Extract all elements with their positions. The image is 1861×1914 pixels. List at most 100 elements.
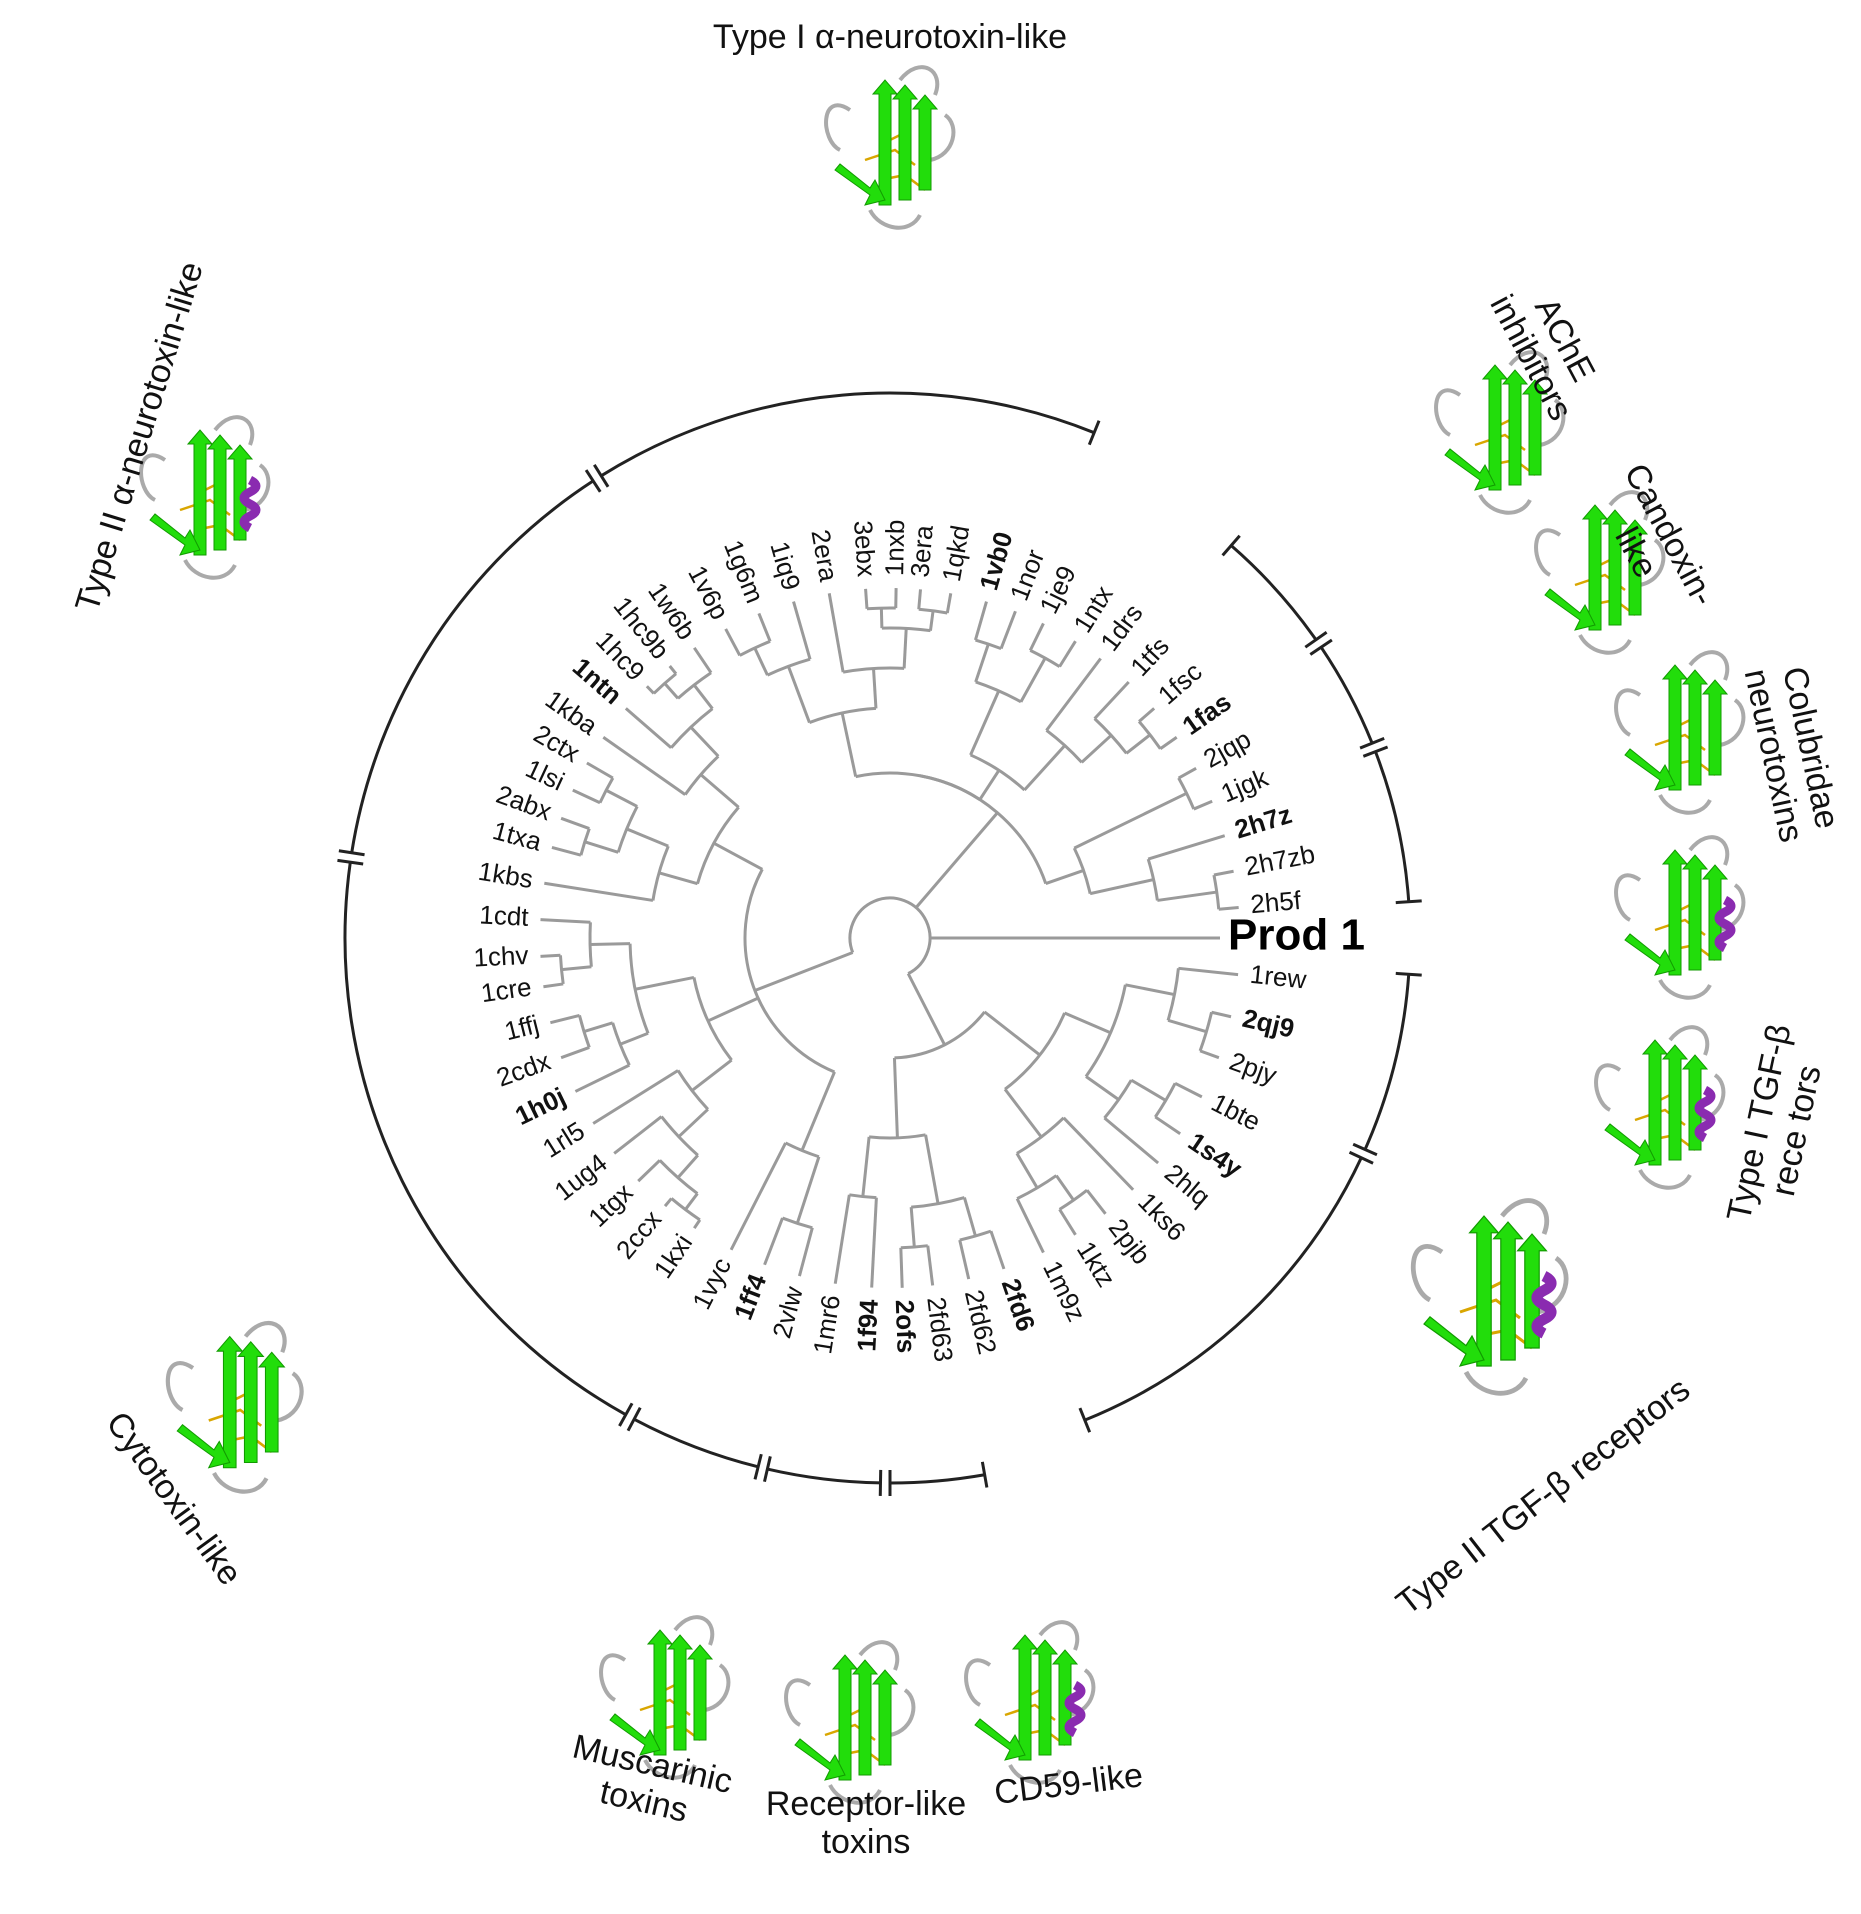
bracket-cytotoxin [343, 861, 627, 1416]
bracket-tick [763, 1456, 772, 1483]
branch-line [637, 1159, 661, 1183]
branch-line [974, 643, 990, 683]
protein-ribbon-icon [165, 1321, 304, 1494]
branch-line [892, 1057, 899, 1138]
bracket-tick [1087, 420, 1101, 446]
branch-line [677, 1108, 709, 1138]
branch-line [663, 1197, 673, 1208]
branch-line [699, 773, 740, 809]
protein-ribbon-icon [784, 1640, 916, 1805]
branch-line [1125, 733, 1151, 755]
branch-arc [1029, 649, 1061, 668]
branch-line [1159, 736, 1178, 750]
branch-arc [658, 1159, 699, 1195]
branch-line [861, 1136, 871, 1197]
bracket-type2-tgf [1084, 1157, 1363, 1422]
branch-line [840, 712, 858, 777]
branch-line [906, 972, 946, 1046]
group-label-cd59: CD59-like [992, 1756, 1145, 1812]
branch-line [613, 1115, 663, 1155]
bracket-colubridae [1374, 751, 1411, 902]
branch-line [634, 975, 695, 991]
leaf-label-2era: 2era [805, 527, 844, 584]
branch-arc [975, 680, 1022, 704]
branch-line [586, 761, 614, 780]
branch-line [590, 942, 631, 947]
group-label-colubridae: Colubridaeneurotoxins [1737, 658, 1848, 846]
branch-line [1199, 1049, 1220, 1060]
branch-arc [676, 1069, 709, 1111]
group-label-muscarinic: Muscarinictoxins [560, 1727, 735, 1838]
bracket-tick [1359, 736, 1385, 750]
leaf-label-1kbs: 1kbs [476, 856, 535, 894]
branch-line [962, 1197, 977, 1237]
branch-line [1154, 1115, 1182, 1135]
leaf-label-1bte: 1bte [1207, 1087, 1266, 1137]
branch-line [1045, 868, 1085, 886]
branch-arc [692, 977, 733, 1062]
branch-line [691, 1058, 733, 1092]
leaf-label-1mr6: 1mr6 [807, 1293, 846, 1356]
branch-line [1003, 1088, 1043, 1138]
branch-arc [959, 1229, 992, 1242]
leaf-label-1rew: 1rew [1249, 959, 1308, 995]
branch-arc [739, 639, 771, 657]
branch-line [879, 608, 884, 629]
branch-line [713, 841, 764, 871]
branch-line [663, 682, 680, 700]
leaf-label-2fd63: 2fd63 [921, 1295, 959, 1363]
branch-arc [676, 671, 712, 700]
branch-line [1063, 1011, 1112, 1035]
branch-line [605, 788, 638, 808]
branch-arc [848, 896, 932, 975]
bracket-tick [338, 849, 365, 857]
branch-line [870, 1197, 878, 1288]
branch-arc [1004, 1012, 1066, 1091]
branch-arc [743, 868, 836, 1074]
branch-line [668, 665, 678, 675]
branch-line [693, 646, 713, 674]
group-label-type1-alpha: Type I α-neurotoxin-like [713, 18, 1067, 56]
leaf-label-1vyc: 1vyc [686, 1253, 737, 1314]
leaf-label-2pjy: 2pjy [1226, 1046, 1281, 1091]
bracket-tick [618, 1402, 634, 1427]
branch-arc [670, 1197, 701, 1222]
branch-line [827, 593, 845, 673]
branch-line [584, 840, 619, 854]
branch-line [974, 601, 988, 641]
branch-line [692, 684, 714, 710]
bracket-muscarinic [633, 1417, 759, 1469]
branch-line [872, 668, 878, 709]
branch-line [787, 665, 811, 724]
leaf-label-3ebx: 3ebx [848, 519, 882, 577]
branch-arc [894, 1010, 986, 1060]
bracket-tick [1362, 745, 1389, 758]
branch-line [1062, 1116, 1135, 1191]
branch-line [626, 827, 669, 848]
branch-line [1015, 1152, 1039, 1189]
branch-arc [588, 922, 593, 967]
branch-line [1213, 869, 1234, 877]
leaf-label-2h7z: 2h7z [1231, 799, 1295, 845]
branch-line [1218, 906, 1239, 911]
branch-arc [900, 1244, 928, 1250]
branch-line [624, 707, 673, 749]
branch-line [1178, 966, 1239, 977]
branch-arc [784, 1141, 820, 1159]
bracket-tick [1078, 1407, 1092, 1433]
branch-line [544, 881, 654, 902]
branch-line [914, 811, 999, 909]
branch-line [917, 589, 922, 610]
bracket-tick [584, 469, 602, 493]
branch-line [1073, 791, 1188, 850]
branch-line [754, 951, 854, 992]
bracket-tick [753, 1453, 763, 1480]
branch-line [1028, 622, 1045, 652]
branch-line [583, 1021, 614, 1033]
leaf-label-2vlw: 2vlw [766, 1283, 808, 1341]
leaf-labels: Prod 11rew2qj92pjy1bte1s4y2hlq1ks62pjb1k… [473, 519, 1365, 1363]
leaf-label-2fd6: 2fd6 [996, 1275, 1042, 1335]
branch-arc [1045, 729, 1083, 764]
branch-arc [975, 638, 1002, 650]
branch-arc [866, 606, 896, 611]
